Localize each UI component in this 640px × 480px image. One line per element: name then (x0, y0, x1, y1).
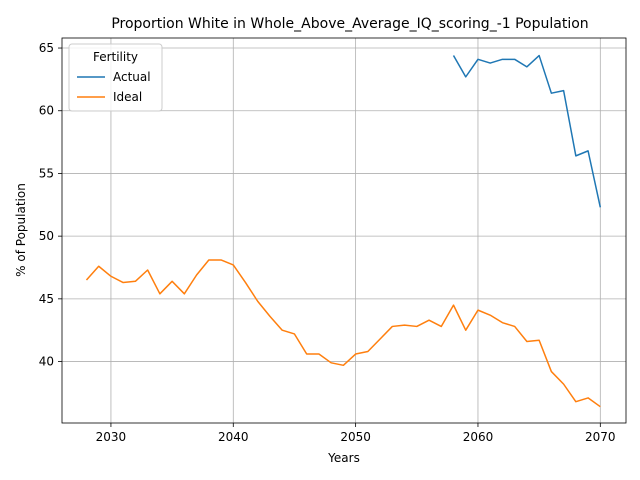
legend-title: Fertility (93, 50, 138, 64)
series-line-ideal (85, 259, 601, 408)
chart-title: Proportion White in Whole_Above_Average_… (111, 16, 588, 32)
x-tick-label: 2060 (463, 430, 494, 444)
y-tick-label: 50 (39, 229, 54, 243)
series-layer (85, 54, 602, 408)
x-tick-label: 2030 (96, 430, 127, 444)
y-tick-label: 45 (39, 292, 54, 306)
series-line-actual (452, 54, 602, 208)
y-tick-label: 60 (39, 104, 54, 118)
plot-frame (61, 37, 627, 424)
x-tick-label: 2050 (340, 430, 371, 444)
y-tick-label: 40 (39, 355, 54, 369)
y-tick-label: 65 (39, 41, 54, 55)
legend: Fertility Actual Ideal (68, 43, 163, 112)
grid-lines (62, 38, 626, 423)
legend-label-actual: Actual (113, 70, 151, 84)
x-axis-label: Years (327, 451, 360, 465)
legend-box (68, 43, 163, 112)
y-axis-label: % of Population (14, 183, 28, 277)
axis-ticks: 2030 2040 2050 2060 2070 40 45 50 55 60 65 (39, 41, 616, 444)
y-tick-label: 55 (39, 166, 54, 180)
legend-label-ideal: Ideal (113, 90, 142, 104)
x-tick-label: 2040 (218, 430, 249, 444)
x-tick-label: 2070 (585, 430, 616, 444)
